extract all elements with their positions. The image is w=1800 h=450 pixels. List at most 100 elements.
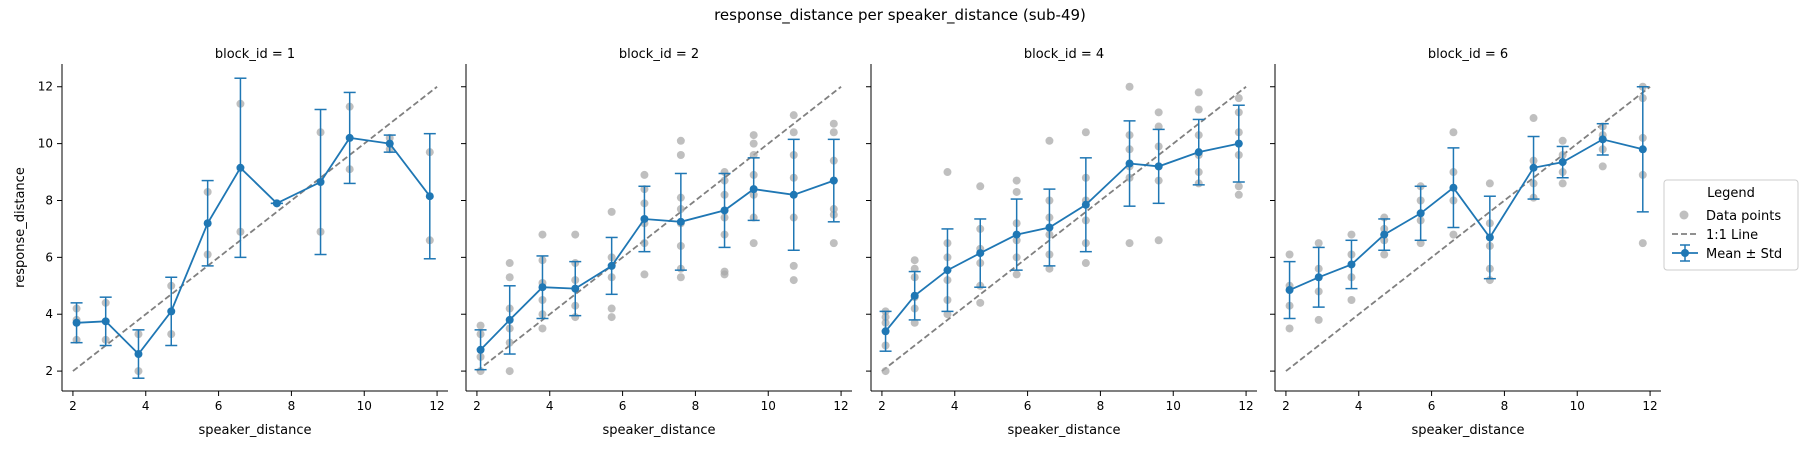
mean-marker [1234, 139, 1243, 148]
data-point [607, 304, 616, 313]
mean-marker [571, 284, 580, 293]
x-tick-label: 8 [1501, 399, 1509, 413]
data-point [749, 139, 758, 148]
mean-marker [881, 327, 890, 336]
data-point [1347, 296, 1356, 305]
mean-marker [1416, 209, 1425, 218]
data-point [1314, 315, 1323, 324]
identity-line [1285, 86, 1651, 372]
mean-marker [316, 178, 325, 187]
data-point [829, 128, 838, 137]
x-tick-label: 10 [357, 399, 372, 413]
data-point [910, 264, 919, 273]
x-tick-label: 6 [1428, 399, 1436, 413]
mean-marker [1347, 260, 1356, 269]
x-tick-label: 6 [215, 399, 223, 413]
mean-marker [910, 291, 919, 300]
mean-marker [101, 317, 110, 326]
mean-marker [1012, 230, 1021, 239]
panel-block-6: block_id = 6 speaker_distance 2 4 6 8 10 12 [1270, 47, 1661, 438]
mean-line [479, 179, 835, 351]
mean-marker [640, 214, 649, 223]
y-tick-label: 4 [45, 307, 53, 321]
data-point [1558, 179, 1567, 188]
panel-block-2: block_id = 2 speaker_distance 2 4 6 8 10 12 [461, 47, 852, 438]
panel-title: block_id = 1 [215, 47, 295, 62]
data-point [943, 310, 952, 319]
data-point [505, 259, 514, 268]
data-point [749, 239, 758, 248]
legend-title: Legend [1707, 186, 1755, 201]
panel-title: block_id = 4 [1024, 47, 1104, 62]
mean-marker [789, 190, 798, 199]
x-tick-label: 10 [1570, 399, 1585, 413]
mean-marker [1485, 233, 1494, 242]
data-point [505, 367, 514, 376]
data-point [789, 128, 798, 137]
panel-title: block_id = 2 [619, 47, 699, 62]
x-axis-label: speaker_distance [199, 423, 312, 438]
y-tick-label: 2 [45, 364, 53, 378]
x-tick-label: 6 [619, 399, 627, 413]
data-point [789, 111, 798, 120]
panel-block-4: block_id = 4 speaker_distance 2 4 6 8 10 12 [866, 47, 1257, 438]
mean-marker [749, 185, 758, 194]
data-point [538, 324, 547, 333]
mean-marker [1285, 286, 1294, 295]
x-tick-label: 12 [833, 399, 848, 413]
data-point [910, 318, 919, 327]
data-point [910, 256, 919, 265]
x-tick-label: 4 [142, 399, 150, 413]
mean-marker [1558, 158, 1567, 167]
data-point [829, 119, 838, 128]
y-axis-label: response_distance [13, 167, 28, 288]
data-point [1045, 264, 1054, 273]
data-point [789, 276, 798, 285]
data-point [1045, 136, 1054, 145]
mean-marker [272, 199, 281, 208]
data-point [720, 267, 729, 276]
mean-marker [1380, 230, 1389, 239]
mean-marker [167, 307, 176, 316]
x-tick-label: 4 [1355, 399, 1363, 413]
data-point [976, 182, 985, 191]
mean-marker [385, 139, 394, 148]
mean-line [76, 136, 431, 356]
data-point [1081, 128, 1090, 137]
mean-marker [1598, 135, 1607, 144]
data-point [749, 131, 758, 140]
data-point [505, 273, 514, 282]
data-point [1380, 250, 1389, 259]
identity-line [881, 86, 1247, 372]
data-point [476, 321, 485, 330]
mean-marker [607, 261, 616, 270]
data-point [571, 230, 580, 239]
data-point [1125, 82, 1134, 91]
data-point [1154, 236, 1163, 245]
legend-label-identity-line: 1:1 Line [1706, 228, 1758, 243]
x-tick-label: 2 [473, 399, 481, 413]
data-point [1529, 114, 1538, 123]
mean-marker [676, 217, 685, 226]
data-point [1485, 179, 1494, 188]
data-point [749, 150, 758, 159]
data-point [1194, 88, 1203, 97]
x-axis-label: speaker_distance [603, 423, 716, 438]
data-point [1558, 136, 1567, 145]
mean-marker [829, 176, 838, 185]
data-point [1012, 176, 1021, 185]
data-point [607, 207, 616, 216]
mean-marker [1529, 163, 1538, 172]
x-tick-label: 2 [69, 399, 77, 413]
data-point [1234, 182, 1243, 191]
figure-title: response_distance per speaker_distance (… [714, 6, 1086, 25]
mean-marker [345, 133, 354, 142]
data-point [1154, 108, 1163, 117]
data-point [1598, 162, 1607, 171]
mean-marker [505, 315, 514, 324]
data-point [676, 136, 685, 145]
legend: Legend Data points 1:1 Line Mean ± Std [1663, 179, 1799, 271]
panel-title: block_id = 6 [1428, 47, 1508, 62]
mean-marker [72, 318, 81, 327]
x-axis-label: speaker_distance [1008, 423, 1121, 438]
